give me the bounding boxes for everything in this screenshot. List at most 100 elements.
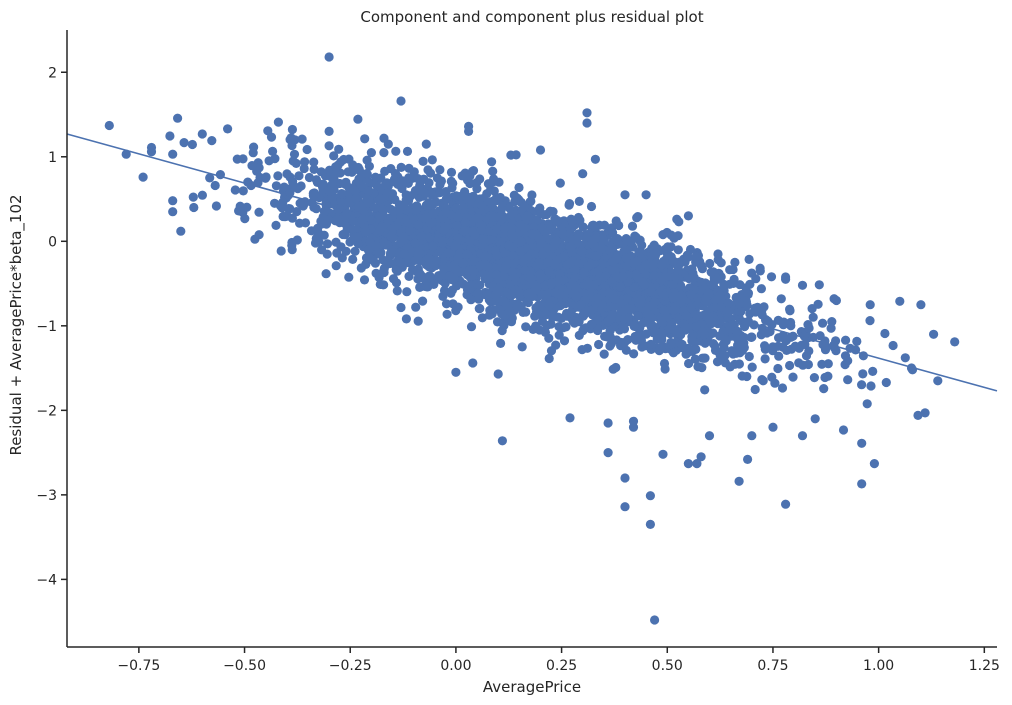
scatter-point — [697, 353, 708, 363]
scatter-point — [768, 422, 778, 432]
scatter-point — [268, 146, 278, 156]
scatter-point — [739, 332, 749, 343]
scatter-point — [700, 338, 710, 348]
scatter-point — [574, 196, 584, 206]
scatter-point — [334, 144, 344, 154]
scatter-point — [606, 314, 616, 324]
scatter-point — [386, 231, 396, 241]
scatter-point — [713, 274, 723, 284]
scatter-point — [290, 135, 300, 145]
scatter-point — [636, 330, 646, 340]
scatter-point — [453, 233, 463, 243]
scatter-point — [451, 240, 461, 251]
scatter-point — [497, 326, 507, 336]
scatter-point — [297, 134, 307, 144]
scatter-point — [466, 322, 477, 332]
scatter-point — [271, 220, 281, 230]
scatter-point — [568, 279, 578, 289]
scatter-point — [425, 271, 435, 281]
scatter-point — [391, 146, 401, 156]
scatter-point — [719, 279, 729, 289]
scatter-point — [207, 136, 217, 146]
scatter-point — [756, 284, 767, 294]
scatter-point — [550, 240, 560, 250]
scatter-point — [395, 257, 405, 267]
scatter-point — [798, 360, 808, 370]
scatter-point — [121, 149, 131, 159]
scatter-point — [466, 194, 476, 204]
scatter-point — [392, 266, 402, 276]
scatter-point — [446, 288, 456, 298]
scatter-point — [308, 191, 318, 201]
scatter-point — [852, 336, 862, 346]
scatter-point — [507, 229, 517, 239]
scatter-point — [353, 232, 363, 242]
scatter-point — [888, 340, 898, 351]
scatter-point — [759, 302, 769, 312]
scatter-point — [520, 265, 530, 275]
scatter-point — [534, 301, 544, 311]
scatter-point — [705, 258, 715, 269]
scatter-point — [916, 300, 926, 310]
scatter-point — [396, 96, 406, 106]
scatter-point — [716, 302, 726, 312]
scatter-point — [487, 157, 497, 167]
scatter-point — [250, 234, 260, 244]
scatter-point — [654, 346, 664, 356]
scatter-point — [843, 375, 853, 385]
scatter-point — [446, 176, 456, 186]
x-tick-label: −0.50 — [223, 658, 266, 674]
scatter-point — [865, 300, 875, 310]
scatter-point — [669, 288, 679, 298]
scatter-point — [658, 449, 668, 459]
scatter-point — [565, 223, 576, 233]
scatter-point — [582, 118, 592, 128]
scatter-point — [319, 206, 329, 216]
scatter-point — [649, 240, 659, 250]
scatter-point — [299, 163, 309, 174]
scatter-point — [857, 479, 867, 489]
scatter-point — [453, 212, 463, 222]
scatter-point — [270, 154, 280, 164]
scatter-point — [468, 358, 478, 368]
y-tick-label: 2 — [48, 65, 57, 81]
scatter-point — [706, 267, 716, 277]
scatter-point — [507, 290, 517, 300]
scatter-point — [644, 301, 654, 312]
scatter-point — [593, 267, 603, 277]
chart-title: Component and component plus residual pl… — [360, 8, 703, 26]
scatter-point — [781, 272, 791, 282]
scatter-point — [300, 157, 310, 167]
scatter-point — [555, 178, 565, 188]
scatter-point — [287, 245, 297, 255]
scatter-point — [650, 615, 660, 625]
scatter-point — [344, 272, 354, 282]
scatter-point — [684, 358, 694, 369]
scatter-point — [788, 372, 798, 382]
scatter-point — [865, 316, 875, 326]
scatter-point — [612, 234, 623, 244]
scatter-point — [370, 172, 381, 182]
scatter-point — [350, 246, 360, 256]
scatter-point — [544, 300, 554, 310]
scatter-point — [523, 211, 533, 221]
scatter-point — [693, 362, 703, 372]
scatter-point — [535, 269, 546, 279]
scatter-point — [530, 311, 540, 321]
scatter-point — [690, 354, 700, 364]
scatter-point — [336, 242, 346, 252]
scatter-point — [582, 108, 592, 118]
scatter-point — [520, 223, 530, 233]
scatter-point — [564, 200, 574, 210]
scatter-point — [473, 288, 483, 298]
scatter-point — [760, 344, 770, 354]
scatter-point — [677, 339, 687, 349]
scatter-point — [750, 384, 760, 395]
scatter-point — [475, 261, 485, 271]
x-tick-label: 0.75 — [757, 658, 788, 674]
scatter-point — [440, 222, 450, 232]
scatter-point — [397, 176, 408, 186]
scatter-point — [668, 348, 679, 358]
scatter-point — [758, 376, 768, 386]
scatter-point — [348, 254, 358, 264]
